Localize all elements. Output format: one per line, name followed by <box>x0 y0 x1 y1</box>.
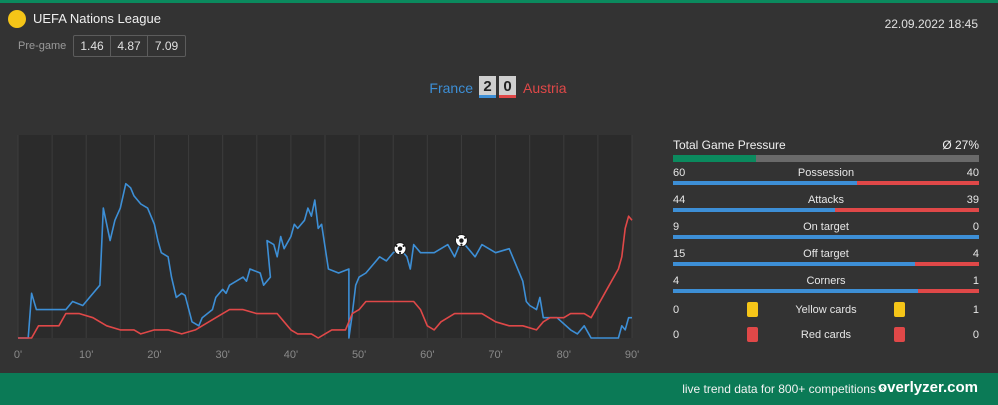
stat-label: Possession <box>797 167 855 179</box>
pressure-bar-fill <box>673 155 756 162</box>
stat-bar <box>673 235 979 239</box>
stat-label: Off target <box>803 248 849 260</box>
stat-row: 4 Corners 1 <box>673 270 979 297</box>
top-accent-bar <box>0 0 998 3</box>
league-name: UEFA Nations League <box>33 11 161 26</box>
x-tick-label: 40' <box>284 349 298 361</box>
league-icon <box>8 10 26 28</box>
stat-away-value: 0 <box>972 221 979 233</box>
stat-home-value: 60 <box>673 167 686 179</box>
card-label: Red cards <box>800 329 852 341</box>
stat-bar <box>673 289 979 293</box>
pressure-trend-chart: 0' 10' 20' 30' 40' 50' 60' 70' 80' 90' <box>14 135 639 361</box>
stat-bar-home-fill <box>673 181 857 185</box>
red-card-icon <box>747 327 758 342</box>
pregame-label: Pre-game <box>18 40 67 52</box>
away-score: 0 <box>499 76 516 98</box>
pressure-bar <box>673 155 979 162</box>
x-tick-label: 70' <box>488 349 502 361</box>
pressure-header: Total Game Pressure Ø 27% <box>673 138 979 154</box>
stat-label: Attacks <box>807 194 845 206</box>
match-datetime: 22.09.2022 18:45 <box>884 17 978 31</box>
stat-label: On target <box>803 221 849 233</box>
x-tick-label: 0' <box>14 349 22 361</box>
series-line-france <box>18 182 632 339</box>
x-tick-label: 10' <box>79 349 93 361</box>
footer-brand-logo[interactable]: overlyzer.com <box>877 379 978 396</box>
yellow-card-icon <box>747 302 758 317</box>
footer-banner[interactable]: live trend data for 800+ competitions » … <box>0 373 998 405</box>
x-tick-label: 80' <box>557 349 571 361</box>
x-tick-label: 60' <box>420 349 434 361</box>
stat-bar-home-fill <box>673 289 918 293</box>
stat-row: 9 On target 0 <box>673 216 979 243</box>
odds-draw[interactable]: 4.87 <box>111 36 148 56</box>
red-card-icon <box>894 327 905 342</box>
stat-bar-home-fill <box>673 262 915 266</box>
pressure-value: Ø 27% <box>942 138 979 152</box>
odds-away[interactable]: 7.09 <box>154 39 179 53</box>
x-tick-label: 50' <box>352 349 366 361</box>
card-away-value: 0 <box>972 329 979 341</box>
stat-away-value: 39 <box>966 194 979 206</box>
stat-row: 15 Off target 4 <box>673 243 979 270</box>
card-rows: 0 Yellow cards 1 0 Red cards 0 <box>673 297 979 347</box>
home-score: 2 <box>479 76 496 98</box>
stat-bar-home-fill <box>673 235 979 239</box>
card-row: 0 Yellow cards 1 <box>673 297 979 322</box>
stat-row: 60 Possession 40 <box>673 162 979 189</box>
stat-home-value: 44 <box>673 194 686 206</box>
stat-row: 44 Attacks 39 <box>673 189 979 216</box>
stats-panel: Total Game Pressure Ø 27% 60 Possession 40… <box>673 138 979 347</box>
stat-away-value: 40 <box>966 167 979 179</box>
x-tick-label: 20' <box>147 349 161 361</box>
goal-ball-icon <box>454 234 468 248</box>
scoreline: France 2 0 Austria <box>0 76 998 102</box>
pressure-label: Total Game Pressure <box>673 138 786 152</box>
stat-home-value: 9 <box>673 221 680 233</box>
stat-bar <box>673 181 979 185</box>
stat-away-value: 4 <box>972 248 979 260</box>
stat-home-value: 15 <box>673 248 686 260</box>
yellow-card-icon <box>894 302 905 317</box>
home-team-name: France <box>429 80 473 96</box>
odds-home[interactable]: 1.46 <box>74 36 111 56</box>
stat-bar-home-fill <box>673 208 836 212</box>
stat-bar <box>673 208 979 212</box>
card-home-value: 0 <box>673 329 680 341</box>
x-tick-label: 90' <box>625 349 639 361</box>
card-home-value: 0 <box>673 304 680 316</box>
stat-rows: 60 Possession 40 44 Attacks 39 9 On target 0 15 Of… <box>673 162 979 297</box>
series-line-austria <box>18 215 633 339</box>
pregame-odds: 1.46 4.87 7.09 <box>73 35 186 57</box>
card-away-value: 1 <box>972 304 979 316</box>
stat-label: Corners <box>806 275 846 287</box>
x-tick-label: 30' <box>215 349 229 361</box>
goal-ball-icon <box>393 242 407 256</box>
away-team-name: Austria <box>523 80 567 96</box>
stat-away-value: 1 <box>972 275 979 287</box>
card-row: 0 Red cards 0 <box>673 322 979 347</box>
footer-text[interactable]: live trend data for 800+ competitions » <box>682 382 886 396</box>
card-label: Yellow cards <box>795 304 857 316</box>
stat-bar <box>673 262 979 266</box>
stat-home-value: 4 <box>673 275 680 287</box>
